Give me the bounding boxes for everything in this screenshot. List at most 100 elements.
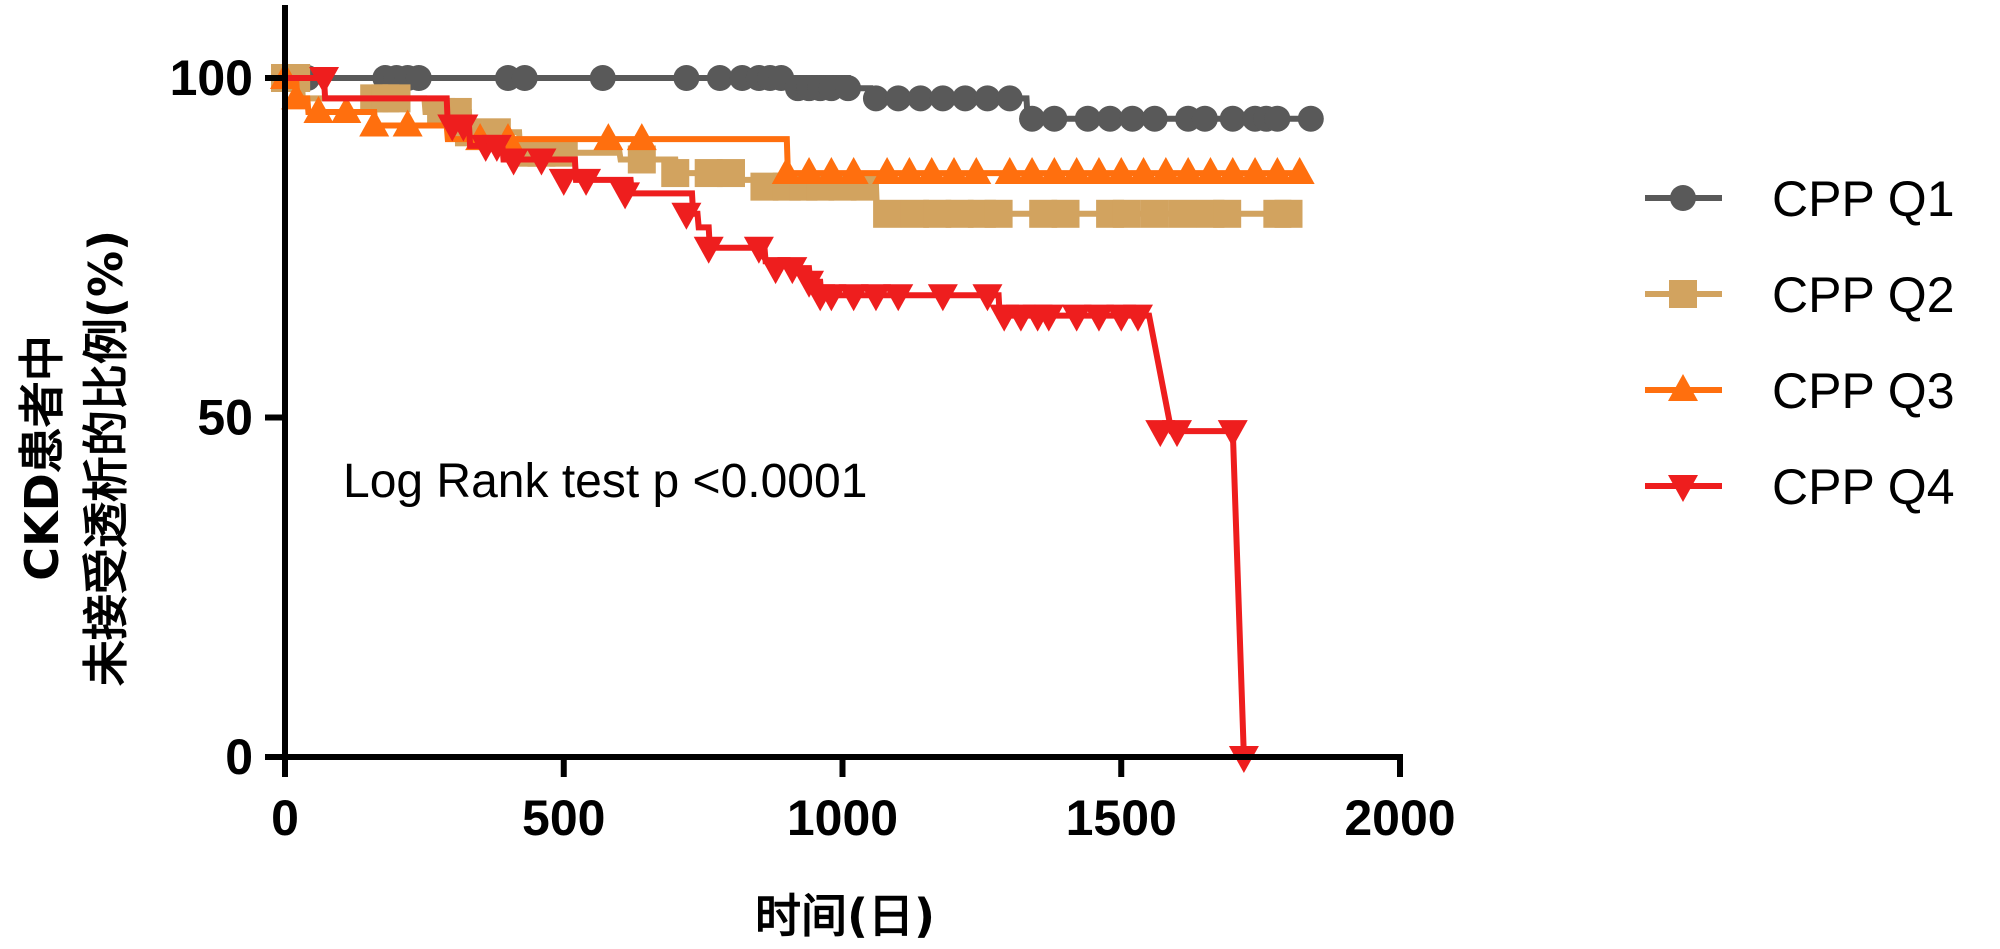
- data-point: [1262, 157, 1293, 185]
- legend-label: CPP Q2: [1772, 267, 1955, 323]
- data-point: [281, 82, 312, 110]
- data-point: [1219, 105, 1246, 132]
- data-point: [835, 75, 862, 102]
- x-tick-label: 0: [271, 790, 299, 846]
- data-point: [1191, 105, 1218, 132]
- data-point: [661, 159, 690, 188]
- data-point: [952, 85, 979, 112]
- data-point: [1264, 105, 1291, 132]
- x-tick-label: 1500: [1066, 790, 1177, 846]
- data-point: [1083, 304, 1114, 332]
- data-point: [860, 284, 891, 312]
- data-point: [883, 284, 914, 312]
- data-point: [794, 157, 825, 185]
- data-point: [816, 284, 847, 312]
- data-point: [816, 157, 847, 185]
- data-point: [1274, 199, 1303, 228]
- data-point: [405, 65, 432, 91]
- legend-label: CPP Q3: [1772, 363, 1955, 419]
- series-4: [285, 67, 1259, 773]
- data-point: [1061, 157, 1092, 185]
- data-point: [838, 157, 869, 185]
- y-tick-label: 0: [225, 729, 253, 785]
- data-point: [1297, 105, 1324, 132]
- y-axis-title-line-2: 未接受透析的比例(%): [79, 230, 133, 686]
- y-axis-title: CKD患者中 未接受透析的比例(%): [15, 230, 133, 686]
- data-point: [1112, 199, 1141, 228]
- data-point: [1017, 157, 1048, 185]
- data-point: [1217, 420, 1248, 448]
- data-point: [1051, 199, 1080, 228]
- data-point: [303, 95, 334, 123]
- data-point: [1119, 105, 1146, 132]
- x-tick-label: 1000: [787, 790, 898, 846]
- legend-label: CPP Q4: [1772, 459, 1955, 515]
- data-point: [743, 236, 774, 264]
- data-point: [994, 157, 1025, 185]
- data-point: [331, 95, 362, 123]
- data-point: [862, 85, 889, 112]
- data-point: [907, 85, 934, 112]
- data-point: [794, 270, 825, 298]
- x-tick-label: 2000: [1344, 790, 1455, 846]
- data-point: [309, 67, 340, 94]
- data-point: [1217, 157, 1248, 185]
- legend-item: CPP Q4: [1645, 459, 1955, 515]
- data-point: [1141, 105, 1168, 132]
- legend-marker: [1670, 185, 1696, 211]
- y-axis: 0 50 100: [170, 5, 288, 785]
- data-point: [916, 157, 947, 185]
- legend: CPP Q1 CPP Q2 CPP Q3 CPP Q4: [1645, 171, 1955, 515]
- data-point: [1195, 157, 1226, 185]
- data-point: [996, 85, 1023, 112]
- data-point: [1083, 157, 1114, 185]
- data-point: [1240, 157, 1271, 185]
- data-point: [1019, 105, 1046, 132]
- data-point: [1097, 105, 1124, 132]
- data-point: [777, 257, 808, 285]
- legend-item: CPP Q3: [1645, 363, 1955, 419]
- data-point: [392, 109, 423, 137]
- data-point: [1168, 199, 1197, 228]
- data-point: [627, 145, 656, 174]
- data-point: [929, 85, 956, 112]
- series-2: [271, 64, 1303, 228]
- y-tick-label: 50: [197, 390, 253, 446]
- data-point: [771, 157, 802, 185]
- data-point: [885, 85, 912, 112]
- data-point: [1284, 157, 1315, 185]
- data-point: [894, 157, 925, 185]
- data-point: [589, 65, 616, 91]
- data-point: [961, 157, 992, 185]
- data-point: [1122, 304, 1153, 332]
- legend-marker: [1669, 280, 1697, 308]
- data-point: [693, 236, 724, 264]
- data-point: [1150, 157, 1181, 185]
- data-point: [1213, 199, 1242, 228]
- data-point: [939, 157, 969, 185]
- legend-marker: [1668, 475, 1698, 502]
- data-point: [1074, 105, 1101, 132]
- data-point: [1041, 105, 1068, 132]
- data-point: [526, 148, 557, 176]
- data-point: [1106, 157, 1137, 185]
- legend-item: CPP Q1: [1645, 171, 1955, 227]
- data-point: [673, 65, 700, 91]
- data-point: [359, 109, 390, 137]
- x-tick-label: 500: [522, 790, 605, 846]
- data-point: [1128, 157, 1159, 185]
- data-point: [984, 199, 1013, 228]
- data-point: [1061, 304, 1092, 332]
- log-rank-annotation: Log Rank test p <0.0001: [343, 455, 867, 508]
- legend-marker: [1668, 374, 1698, 401]
- x-axis-title: 时间(日): [755, 889, 935, 943]
- legend-item: CPP Q2: [1645, 267, 1955, 323]
- data-point: [1039, 157, 1070, 185]
- data-point: [1173, 157, 1204, 185]
- y-tick-label: 100: [170, 50, 253, 106]
- data-point: [610, 182, 641, 210]
- data-point: [626, 123, 657, 151]
- data-point: [448, 114, 479, 142]
- data-point: [1162, 420, 1192, 448]
